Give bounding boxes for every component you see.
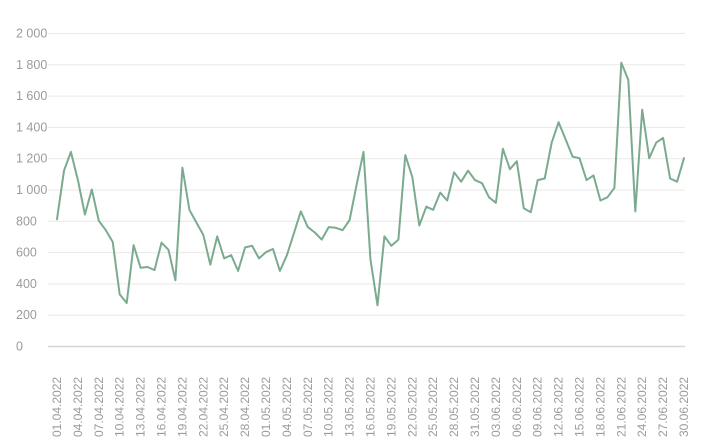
- y-axis-label: 400: [16, 277, 37, 291]
- x-axis-label: 19.04.2022: [175, 377, 189, 437]
- x-axis-label: 07.04.2022: [92, 377, 106, 437]
- x-axis-label: 25.05.2022: [426, 377, 440, 437]
- y-axis-label: 1 600: [16, 89, 47, 103]
- y-axis-label: 1 200: [16, 152, 47, 166]
- x-axis-label: 13.04.2022: [134, 377, 148, 437]
- x-axis-label: 09.06.2022: [531, 377, 545, 437]
- y-axis-label: 200: [16, 308, 37, 322]
- x-axis-label: 12.06.2022: [552, 377, 566, 437]
- y-axis-label: 0: [16, 340, 23, 354]
- x-axis-label: 27.06.2022: [656, 377, 670, 437]
- x-axis-label: 24.06.2022: [635, 377, 649, 437]
- y-axis-label: 1 000: [16, 183, 47, 197]
- x-axis-label: 13.05.2022: [343, 377, 357, 437]
- x-axis-label: 28.04.2022: [238, 377, 252, 437]
- x-axis-label: 22.05.2022: [405, 377, 419, 437]
- x-axis-label: 04.04.2022: [71, 377, 85, 437]
- y-axis-label: 1 400: [16, 120, 47, 134]
- x-axis-label: 10.04.2022: [113, 377, 127, 437]
- x-axis-label: 15.06.2022: [573, 377, 587, 437]
- y-axis-label: 2 000: [16, 27, 47, 41]
- x-axis-label: 01.05.2022: [259, 377, 273, 437]
- x-axis-label: 25.04.2022: [217, 377, 231, 437]
- x-axis-label: 04.05.2022: [280, 377, 294, 437]
- y-axis-label: 600: [16, 246, 37, 260]
- x-axis-label: 10.05.2022: [322, 377, 336, 437]
- y-axis-label: 1 800: [16, 58, 47, 72]
- x-axis-label: 19.05.2022: [384, 377, 398, 437]
- x-axis-label: 21.06.2022: [614, 377, 628, 437]
- x-axis-label: 16.04.2022: [155, 377, 169, 437]
- x-axis-label: 28.05.2022: [447, 377, 461, 437]
- x-axis-label: 16.05.2022: [364, 377, 378, 437]
- x-axis-label: 22.04.2022: [196, 377, 210, 437]
- x-axis-label: 31.05.2022: [468, 377, 482, 437]
- x-axis-label: 01.04.2022: [50, 377, 64, 437]
- x-axis-label: 06.06.2022: [510, 377, 524, 437]
- x-axis-label: 07.05.2022: [301, 377, 315, 437]
- y-axis-label: 800: [16, 214, 37, 228]
- data-line-series: [56, 61, 685, 307]
- x-axis-label: 18.06.2022: [593, 377, 607, 437]
- x-axis-label: 03.06.2022: [489, 377, 503, 437]
- x-axis-label: 30.06.2022: [677, 377, 691, 437]
